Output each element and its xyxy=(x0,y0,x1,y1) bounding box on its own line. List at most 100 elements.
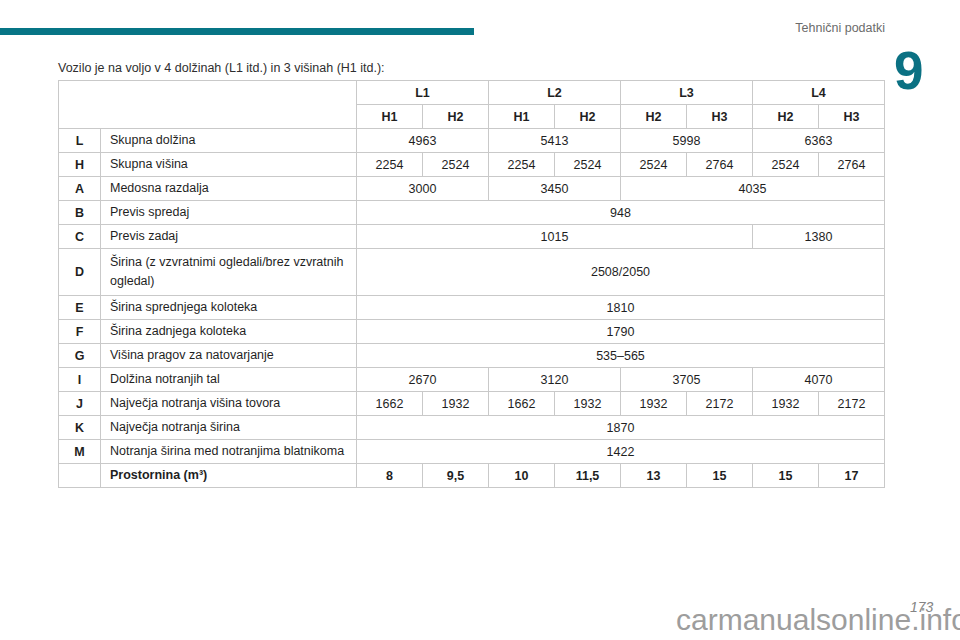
row-letter: B xyxy=(59,201,101,225)
dimension-value-cell: 2172 xyxy=(687,392,753,416)
dimension-value-cell: 11,5 xyxy=(555,464,621,488)
height-header: H2 xyxy=(423,105,489,129)
row-label: Širina (z vzvratnimi ogledali/brez vzvra… xyxy=(101,249,357,296)
dimension-value-cell: 5998 xyxy=(621,129,753,153)
watermark-text: carmanualsonline.info xyxy=(676,603,960,637)
length-header: L3 xyxy=(621,81,753,105)
dimension-value-cell: 2764 xyxy=(687,153,753,177)
length-header: L2 xyxy=(489,81,621,105)
height-header: H1 xyxy=(489,105,555,129)
dimension-value-cell: 2764 xyxy=(819,153,885,177)
table-row: D Širina (z vzvratnimi ogledali/brez vzv… xyxy=(59,249,885,296)
row-letter xyxy=(59,464,101,488)
dimension-value-cell: 1662 xyxy=(357,392,423,416)
table-row-volume: Prostornina (m³) 8 9,5 10 11,5 13 15 15 … xyxy=(59,464,885,488)
table-row: M Notranja širina med notranjima blatnik… xyxy=(59,440,885,464)
dimension-value-cell: 15 xyxy=(753,464,819,488)
dimension-value-cell: 1015 xyxy=(357,225,753,249)
row-label: Skupna dolžina xyxy=(101,129,357,153)
table-row: G Višina pragov za natovarjanje 535–565 xyxy=(59,344,885,368)
row-letter: K xyxy=(59,416,101,440)
table-header-row-lengths: L1 L2 L3 L4 xyxy=(59,81,885,105)
dimension-value-cell: 1790 xyxy=(357,320,885,344)
row-label: Širina sprednjega koloteka xyxy=(101,296,357,320)
row-label: Največja notranja višina tovora xyxy=(101,392,357,416)
height-header: H2 xyxy=(621,105,687,129)
table-row: H Skupna višina 2254 2524 2254 2524 2524… xyxy=(59,153,885,177)
chapter-number: 9 xyxy=(894,44,923,97)
row-label: Dolžina notranjih tal xyxy=(101,368,357,392)
dimension-value-cell: 1422 xyxy=(357,440,885,464)
row-label: Prostornina (m³) xyxy=(101,464,357,488)
intro-text: Vozilo je na voljo v 4 dolžinah (L1 itd.… xyxy=(58,61,385,75)
row-letter: F xyxy=(59,320,101,344)
row-letter: D xyxy=(59,249,101,296)
height-header: H3 xyxy=(819,105,885,129)
dimension-value-cell: 2670 xyxy=(357,368,489,392)
row-label: Višina pragov za natovarjanje xyxy=(101,344,357,368)
table-row: E Širina sprednjega koloteka 1810 xyxy=(59,296,885,320)
row-label: Širina zadnjega koloteka xyxy=(101,320,357,344)
table-row: A Medosna razdalja 3000 3450 4035 xyxy=(59,177,885,201)
row-label: Skupna višina xyxy=(101,153,357,177)
dimensions-table: L1 L2 L3 L4 H1 H2 H1 H2 H2 H3 H2 H3 L Sk… xyxy=(58,80,885,488)
table-row: L Skupna dolžina 4963 5413 5998 6363 xyxy=(59,129,885,153)
dimension-value-cell: 15 xyxy=(687,464,753,488)
table-row: F Širina zadnjega koloteka 1790 xyxy=(59,320,885,344)
height-header: H2 xyxy=(753,105,819,129)
dimension-value-cell: 3705 xyxy=(621,368,753,392)
row-letter: E xyxy=(59,296,101,320)
height-header: H2 xyxy=(555,105,621,129)
height-header: H1 xyxy=(357,105,423,129)
dimension-value-cell: 4035 xyxy=(621,177,885,201)
dimension-value-cell: 5413 xyxy=(489,129,621,153)
dimension-value-cell: 1810 xyxy=(357,296,885,320)
row-label: Največja notranja širina xyxy=(101,416,357,440)
dimension-value-cell: 1870 xyxy=(357,416,885,440)
row-letter: I xyxy=(59,368,101,392)
dimension-value-cell: 2508/2050 xyxy=(357,249,885,296)
dimension-value-cell: 2524 xyxy=(753,153,819,177)
row-letter: A xyxy=(59,177,101,201)
table-row: C Previs zadaj 1015 1380 xyxy=(59,225,885,249)
dimension-value-cell: 6363 xyxy=(753,129,885,153)
dimension-value-cell: 2524 xyxy=(423,153,489,177)
dimension-value-cell: 1380 xyxy=(753,225,885,249)
dimension-value-cell: 1932 xyxy=(555,392,621,416)
row-letter: G xyxy=(59,344,101,368)
dimension-value-cell: 1932 xyxy=(753,392,819,416)
dimension-value-cell: 13 xyxy=(621,464,687,488)
height-header: H3 xyxy=(687,105,753,129)
row-letter: C xyxy=(59,225,101,249)
table-row: B Previs spredaj 948 xyxy=(59,201,885,225)
row-label: Previs zadaj xyxy=(101,225,357,249)
row-letter: J xyxy=(59,392,101,416)
table-corner-cell xyxy=(59,81,357,129)
accent-bar xyxy=(0,28,474,35)
dimension-value-cell: 3120 xyxy=(489,368,621,392)
dimension-value-cell: 9,5 xyxy=(423,464,489,488)
row-letter: H xyxy=(59,153,101,177)
dimension-value-cell: 2172 xyxy=(819,392,885,416)
chapter-header-label: Tehnični podatki xyxy=(795,21,885,35)
table-row: I Dolžina notranjih tal 2670 3120 3705 4… xyxy=(59,368,885,392)
dimension-value-cell: 3000 xyxy=(357,177,489,201)
row-label: Previs spredaj xyxy=(101,201,357,225)
row-letter: L xyxy=(59,129,101,153)
dimension-value-cell: 17 xyxy=(819,464,885,488)
dimension-value-cell: 535–565 xyxy=(357,344,885,368)
dimension-value-cell: 4070 xyxy=(753,368,885,392)
dimension-value-cell: 2254 xyxy=(489,153,555,177)
row-label: Medosna razdalja xyxy=(101,177,357,201)
table-row: J Največja notranja višina tovora 1662 1… xyxy=(59,392,885,416)
dimension-value-cell: 10 xyxy=(489,464,555,488)
dimension-value-cell: 2524 xyxy=(621,153,687,177)
dimension-value-cell: 948 xyxy=(357,201,885,225)
length-header: L1 xyxy=(357,81,489,105)
dimension-value-cell: 1932 xyxy=(423,392,489,416)
dimension-value-cell: 4963 xyxy=(357,129,489,153)
length-header: L4 xyxy=(753,81,885,105)
dimension-value-cell: 3450 xyxy=(489,177,621,201)
row-label: Notranja širina med notranjima blatnikom… xyxy=(101,440,357,464)
table-row: K Največja notranja širina 1870 xyxy=(59,416,885,440)
